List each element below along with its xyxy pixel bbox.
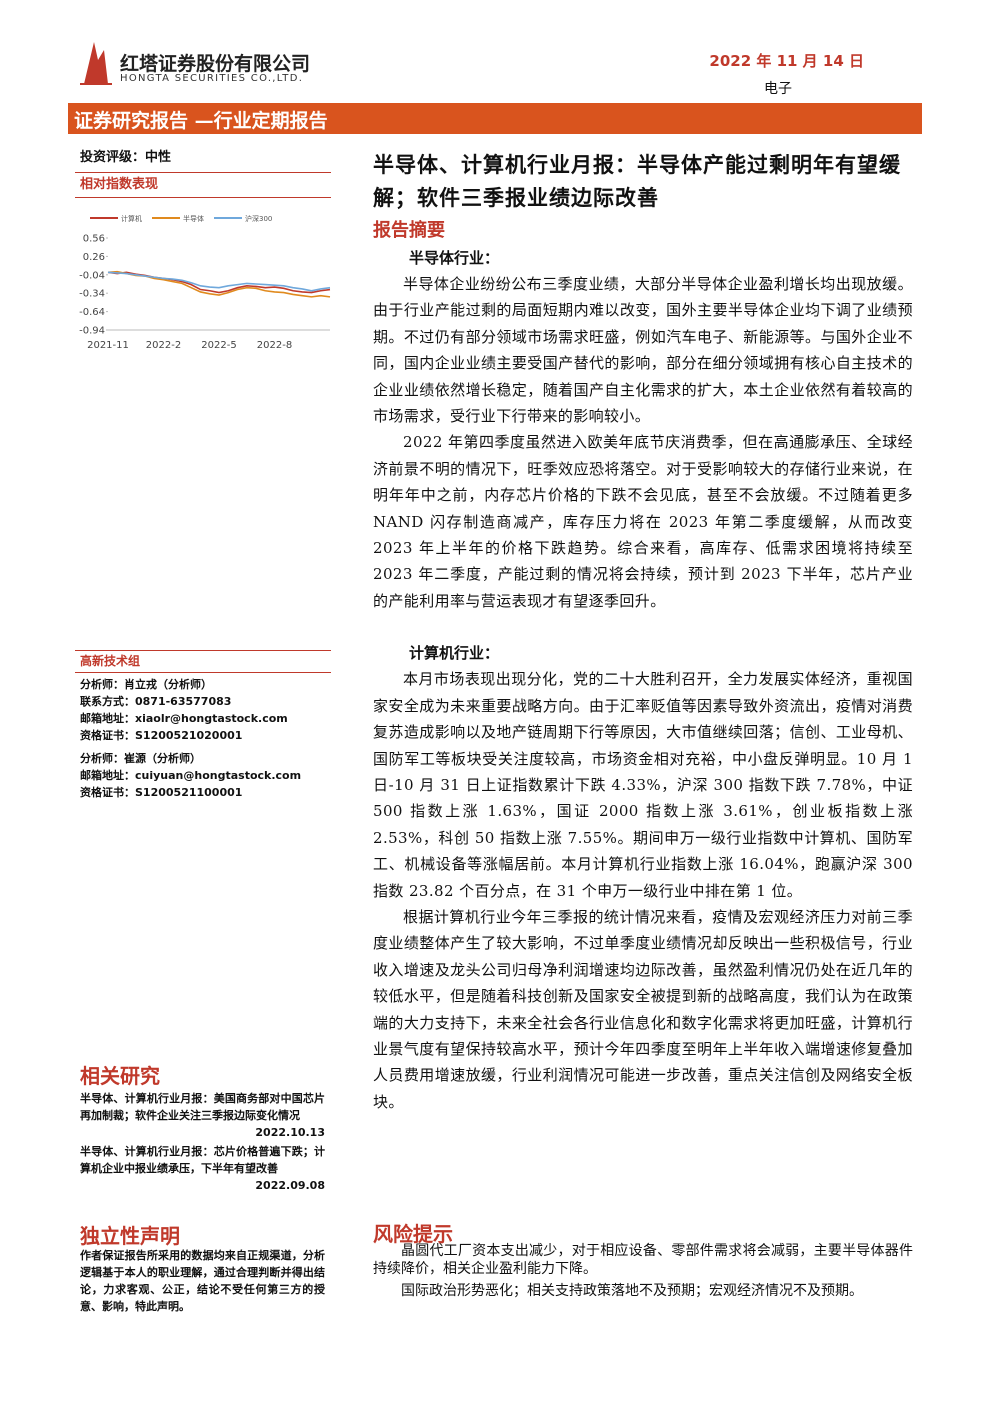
divider bbox=[75, 197, 331, 198]
analyst-line: 资格证书：S1200521020001 bbox=[80, 729, 243, 742]
x-tick-label: 2022-2 bbox=[146, 340, 181, 351]
analyst-line: 邮箱地址：xiaolr@hongtastock.com bbox=[80, 712, 288, 725]
x-tick-label: 2021-11 bbox=[87, 340, 129, 351]
analyst-line: 资格证书：S1200521100001 bbox=[80, 786, 243, 799]
analyst-line: 分析师：肖立戎（分析师） bbox=[80, 678, 212, 691]
sections: 半导体行业： 半导体企业纷纷公布三季度业绩，大部分半导体企业盈利增长均出现放缓。由… bbox=[373, 245, 913, 1115]
report-title: 半导体、计算机行业月报：半导体产能过剩明年有望缓解；软件三季报业绩边际改善 bbox=[373, 152, 901, 210]
risk-item: 晶圆代工厂资本支出减少，对于相应设备、零部件需求将会减弱，主要半导体器件持续降价… bbox=[373, 1243, 913, 1277]
logo bbox=[80, 42, 112, 85]
divider bbox=[75, 672, 331, 673]
series-line bbox=[107, 271, 331, 292]
legend-label: 沪深300 bbox=[245, 214, 272, 223]
statement: 作者保证报告所采用的数据均来自正规渠道，分析逻辑基于本人的职业理解，通过合理判断… bbox=[80, 1249, 325, 1313]
summary-heading: 报告摘要 bbox=[373, 220, 445, 241]
paragraph: 2022 年第四季度虽然进入欧美年底节庆消费季，但在高通膨承压、全球经济前景不明… bbox=[373, 433, 913, 610]
x-tick-label: 2022-5 bbox=[201, 340, 236, 351]
group: 高新技术组 bbox=[80, 654, 141, 668]
related-date: 2022.10.13 bbox=[255, 1126, 325, 1139]
rating: 投资评级：中性 bbox=[80, 150, 172, 165]
related-date: 2022.09.08 bbox=[255, 1179, 325, 1192]
y-tick-label: 0.26 bbox=[83, 252, 105, 263]
y-tick-label: -0.94 bbox=[79, 326, 105, 337]
banner: 证券研究报告 —行业定期报告 bbox=[68, 103, 922, 134]
legend-label: 半导体 bbox=[183, 214, 204, 223]
section-heading: 半导体行业： bbox=[409, 249, 500, 267]
y-tick-label: 0.56 bbox=[83, 234, 105, 245]
y-tick-label: -0.64 bbox=[79, 307, 105, 318]
sector: 电子 bbox=[764, 81, 792, 97]
chart-heading: 相对指数表现 bbox=[80, 177, 159, 192]
chart: 0.56 0.26 -0.04 -0.34 -0.64 -0.94 2021-11 2022-… bbox=[79, 214, 331, 351]
company-name-en: HONGTA SECURITIES CO.,LTD. bbox=[120, 73, 304, 84]
paragraph: 根据计算机行业今年三季报的统计情况来看，疫情及宏观经济压力对前三季度业绩整体产生… bbox=[373, 907, 913, 1111]
risk-heading: 风险提示 bbox=[373, 1222, 453, 1246]
logo-mark bbox=[84, 42, 108, 84]
divider bbox=[75, 172, 331, 173]
related-heading: 相关研究 bbox=[80, 1064, 160, 1088]
analyst-line: 联系方式：0871-63577083 bbox=[80, 695, 232, 708]
y-tick-label: -0.04 bbox=[79, 270, 105, 281]
paragraph: 半导体企业纷纷公布三季度业绩，大部分半导体企业盈利增长均出现放缓。由于行业产能过… bbox=[373, 275, 913, 426]
statement-heading: 独立性声明 bbox=[80, 1224, 180, 1248]
report-date: 2022 年 11 月 14 日 bbox=[709, 52, 864, 70]
related-title: 半导体、计算机行业月报：美国商务部对中国芯片再加制裁；软件企业关注三季报边际变化… bbox=[80, 1092, 325, 1122]
analyst-line: 分析师：崔源（分析师） bbox=[80, 752, 201, 765]
related-title: 半导体、计算机行业月报：芯片价格普遍下跌；计算机企业中报业绩承压，下半年有望改善 bbox=[80, 1145, 325, 1175]
company-name: 红塔证券股份有限公司 bbox=[120, 53, 311, 75]
x-tick-label: 2022-8 bbox=[257, 340, 292, 351]
section-heading: 计算机行业： bbox=[409, 644, 500, 663]
analyst-line: 邮箱地址：cuiyuan@hongtastock.com bbox=[80, 769, 302, 782]
related-list: 半导体、计算机行业月报：美国商务部对中国芯片再加制裁；软件企业关注三季报边际变化… bbox=[80, 1090, 325, 1196]
divider bbox=[75, 650, 331, 651]
risks: 晶圆代工厂资本支出减少，对于相应设备、零部件需求将会减弱，主要半导体器件持续降价… bbox=[373, 1242, 913, 1304]
analysts: 分析师：肖立戎（分析师） 联系方式：0871-63577083 邮箱地址：xiaol… bbox=[80, 676, 330, 801]
legend-label: 计算机 bbox=[121, 214, 142, 223]
paragraph: 本月市场表现出现分化，党的二十大胜利召开，全力发展实体经济，重视国家安全成为未来… bbox=[373, 670, 913, 900]
banner-title: 证券研究报告 —行业定期报告 bbox=[74, 110, 328, 132]
y-tick-label: -0.34 bbox=[79, 289, 105, 300]
risk-item: 国际政治形势恶化；相关支持政策落地不及预期；宏观经济情况不及预期。 bbox=[401, 1283, 863, 1299]
